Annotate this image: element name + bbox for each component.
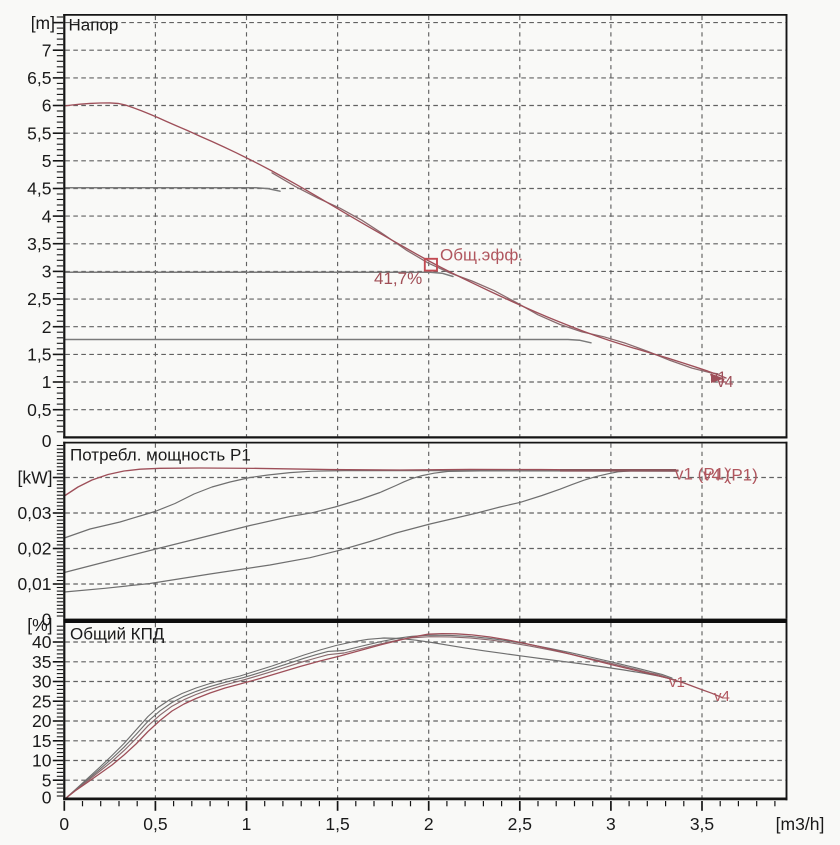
svg-text:v1: v1 <box>710 370 726 387</box>
svg-text:40: 40 <box>32 632 52 652</box>
svg-text:15: 15 <box>32 731 51 751</box>
svg-text:7: 7 <box>42 40 52 60</box>
svg-text:35: 35 <box>32 652 51 672</box>
svg-text:41,7%: 41,7% <box>374 269 422 288</box>
svg-text:[%]: [%] <box>27 615 52 635</box>
svg-text:v1: v1 <box>669 674 685 691</box>
svg-text:0,02: 0,02 <box>17 539 51 559</box>
svg-text:2,5: 2,5 <box>508 814 532 834</box>
svg-text:2,5: 2,5 <box>27 289 51 309</box>
svg-text:30: 30 <box>32 672 52 692</box>
svg-text:v4: v4 <box>714 688 730 705</box>
svg-text:0,5: 0,5 <box>27 400 51 420</box>
svg-text:Напор: Напор <box>69 16 119 35</box>
svg-text:0: 0 <box>42 431 52 451</box>
svg-text:1,5: 1,5 <box>27 345 51 365</box>
svg-text:0: 0 <box>42 788 52 808</box>
svg-text:4: 4 <box>42 206 52 226</box>
svg-text:20: 20 <box>32 711 52 731</box>
svg-text:3: 3 <box>606 814 616 834</box>
svg-text:Общ.эфф.: Общ.эфф. <box>440 246 523 265</box>
svg-text:4,5: 4,5 <box>27 179 51 199</box>
svg-text:Общий КПД: Общий КПД <box>70 625 165 644</box>
svg-text:[kW]: [kW] <box>18 468 53 488</box>
svg-text:3,5: 3,5 <box>27 234 51 254</box>
svg-text:6,5: 6,5 <box>27 68 51 88</box>
svg-text:Потребл. мощность P1: Потребл. мощность P1 <box>70 446 251 465</box>
svg-text:1: 1 <box>42 372 52 392</box>
svg-text:2: 2 <box>424 814 434 834</box>
svg-text:3: 3 <box>42 262 52 282</box>
svg-text:[m3/h]: [m3/h] <box>776 814 825 834</box>
svg-text:6: 6 <box>42 96 52 116</box>
svg-text:0,01: 0,01 <box>17 574 51 594</box>
svg-text:v1 (P1): v1 (P1) <box>675 465 730 484</box>
svg-text:0: 0 <box>59 814 69 834</box>
svg-text:5: 5 <box>42 771 52 791</box>
svg-text:0,5: 0,5 <box>143 814 167 834</box>
svg-text:5,5: 5,5 <box>27 123 51 143</box>
svg-text:5: 5 <box>42 151 52 171</box>
svg-text:3,5: 3,5 <box>690 814 714 834</box>
svg-text:v4 (P1): v4 (P1) <box>703 466 758 485</box>
svg-text:1,5: 1,5 <box>325 814 349 834</box>
svg-text:2: 2 <box>42 317 52 337</box>
svg-text:1: 1 <box>242 814 252 834</box>
svg-text:[m]: [m] <box>31 13 55 33</box>
svg-text:25: 25 <box>32 692 51 712</box>
svg-text:0,03: 0,03 <box>17 503 51 523</box>
svg-text:v4: v4 <box>717 374 734 391</box>
svg-text:10: 10 <box>32 751 52 771</box>
svg-text:0: 0 <box>42 610 52 630</box>
